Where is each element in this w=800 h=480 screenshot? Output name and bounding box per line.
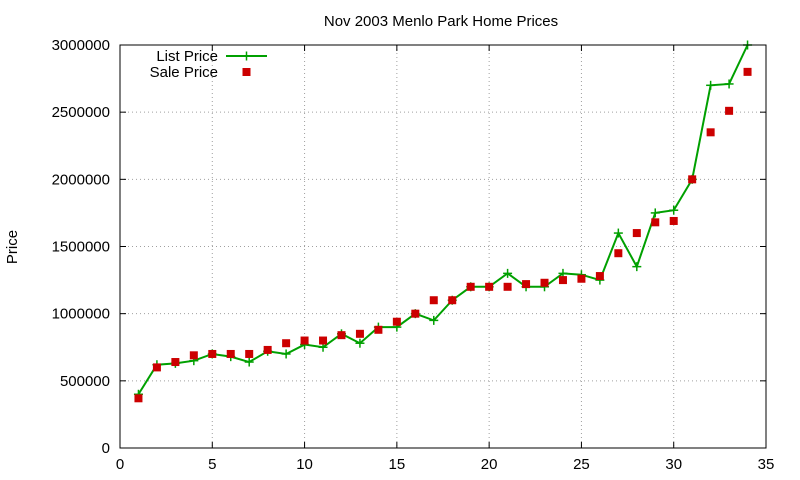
data-point xyxy=(706,80,716,90)
data-point xyxy=(300,336,309,345)
data-point xyxy=(411,309,420,318)
data-point xyxy=(245,349,254,358)
data-point xyxy=(263,345,272,354)
y-axis-label: Price xyxy=(4,230,21,264)
legend-marker xyxy=(242,68,251,76)
data-point xyxy=(448,296,457,305)
data-point xyxy=(613,228,623,238)
data-point xyxy=(226,349,235,358)
data-point xyxy=(171,358,180,367)
y-tick-label: 1500000 xyxy=(52,239,110,256)
data-point xyxy=(614,249,623,258)
data-point xyxy=(725,106,734,115)
y-tick-label: 2000000 xyxy=(52,171,110,188)
series-0 xyxy=(133,40,753,399)
axis-ticks: 0 5 10 15 20 25 30 35 0 500000 1000000 1500000 20000… xyxy=(52,37,775,473)
data-point xyxy=(540,278,549,287)
x-tick-label: 10 xyxy=(296,456,313,473)
data-point xyxy=(392,317,401,326)
x-tick-label: 5 xyxy=(208,456,216,473)
data-point xyxy=(503,282,512,291)
data-point xyxy=(688,175,697,184)
data-point xyxy=(374,325,383,334)
y-tick-label: 3000000 xyxy=(52,37,110,54)
x-tick-label: 25 xyxy=(573,456,590,473)
data-point xyxy=(281,349,291,359)
data-point xyxy=(134,394,143,403)
data-point xyxy=(522,280,531,289)
legend-marker xyxy=(242,51,251,61)
series-1 xyxy=(134,67,752,403)
data-point xyxy=(282,339,291,348)
data-point xyxy=(355,338,365,348)
series-line xyxy=(137,44,749,395)
y-tick-label: 500000 xyxy=(60,373,110,390)
data-point xyxy=(558,276,567,285)
data-point xyxy=(632,262,642,272)
data-point xyxy=(485,282,494,291)
data-point xyxy=(208,349,217,358)
data-point xyxy=(429,315,439,325)
data-point xyxy=(651,218,660,227)
x-tick-label: 0 xyxy=(116,456,124,473)
data-point xyxy=(577,274,586,283)
x-tick-label: 15 xyxy=(389,456,406,473)
x-tick-label: 30 xyxy=(665,456,682,473)
y-tick-label: 1000000 xyxy=(52,306,110,323)
data-point xyxy=(189,351,198,360)
data-point xyxy=(669,205,679,215)
legend-label: Sale Price xyxy=(150,64,218,81)
x-tick-label: 35 xyxy=(758,456,775,473)
data-point xyxy=(669,216,678,225)
series-layer xyxy=(133,40,753,403)
data-point xyxy=(355,329,364,338)
data-point xyxy=(650,208,660,218)
data-point xyxy=(503,268,513,278)
data-point xyxy=(429,296,438,305)
data-point xyxy=(319,336,328,345)
chart-title: Nov 2003 Menlo Park Home Prices xyxy=(324,13,558,30)
legend-label: List Price xyxy=(156,48,218,65)
data-point xyxy=(706,128,715,137)
x-tick-label: 20 xyxy=(481,456,498,473)
data-point xyxy=(152,363,161,372)
y-tick-label: 2500000 xyxy=(52,104,110,121)
y-tick-label: 0 xyxy=(102,440,110,457)
data-point xyxy=(244,357,254,367)
data-point xyxy=(595,272,604,281)
data-point xyxy=(743,67,752,76)
data-point xyxy=(337,331,346,340)
data-point xyxy=(724,79,734,89)
data-point xyxy=(632,229,641,238)
grid-lines xyxy=(120,45,766,448)
data-point xyxy=(466,282,475,291)
